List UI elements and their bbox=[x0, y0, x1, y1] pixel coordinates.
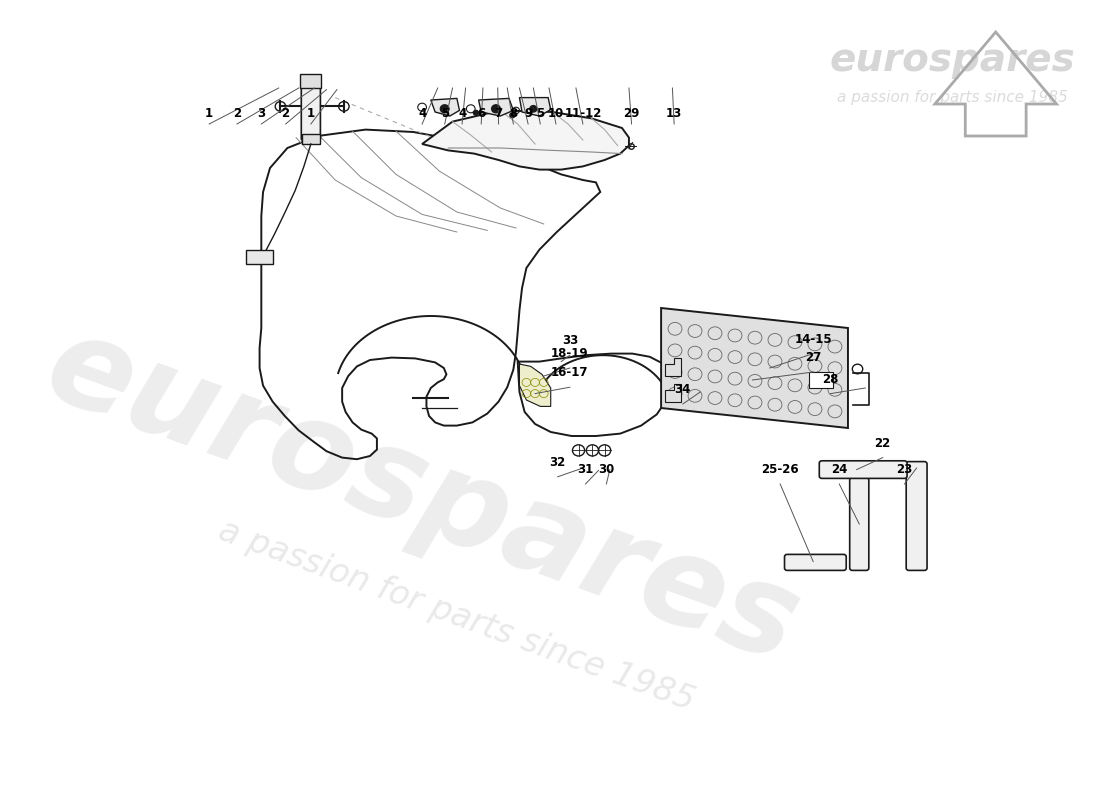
Polygon shape bbox=[431, 98, 460, 116]
Text: 34: 34 bbox=[674, 383, 691, 396]
Text: 27: 27 bbox=[805, 351, 822, 364]
Text: 2: 2 bbox=[282, 107, 289, 120]
Text: 22: 22 bbox=[874, 437, 891, 450]
Text: 14-15: 14-15 bbox=[794, 333, 832, 346]
Text: 5: 5 bbox=[441, 107, 449, 120]
Text: 7: 7 bbox=[495, 107, 503, 120]
Polygon shape bbox=[666, 384, 681, 402]
Text: 6: 6 bbox=[477, 107, 485, 120]
Text: 31: 31 bbox=[578, 463, 594, 476]
Text: 18-19: 18-19 bbox=[551, 347, 588, 360]
Text: eurospares: eurospares bbox=[829, 41, 1075, 79]
Text: 9: 9 bbox=[524, 107, 532, 120]
Polygon shape bbox=[661, 308, 848, 428]
Polygon shape bbox=[478, 98, 514, 116]
Text: 11-12: 11-12 bbox=[564, 107, 602, 120]
Circle shape bbox=[530, 106, 537, 112]
Text: 29: 29 bbox=[624, 107, 640, 120]
Text: 10: 10 bbox=[548, 107, 564, 120]
Polygon shape bbox=[422, 110, 629, 170]
Circle shape bbox=[440, 105, 449, 113]
Polygon shape bbox=[666, 358, 681, 376]
Polygon shape bbox=[519, 364, 551, 406]
Text: 16-17: 16-17 bbox=[551, 366, 588, 379]
FancyBboxPatch shape bbox=[849, 478, 869, 570]
Text: 5: 5 bbox=[536, 107, 544, 120]
Text: eurospares: eurospares bbox=[30, 304, 814, 688]
FancyBboxPatch shape bbox=[245, 250, 274, 264]
Text: 24: 24 bbox=[832, 463, 847, 476]
Text: 13: 13 bbox=[666, 107, 682, 120]
Text: 33: 33 bbox=[562, 334, 578, 347]
Text: 1: 1 bbox=[205, 107, 213, 120]
Text: 32: 32 bbox=[550, 456, 565, 469]
FancyBboxPatch shape bbox=[300, 74, 321, 88]
Text: a passion for parts since 1985: a passion for parts since 1985 bbox=[214, 514, 700, 718]
Text: 25-26: 25-26 bbox=[761, 463, 799, 476]
Text: 23: 23 bbox=[896, 463, 913, 476]
FancyBboxPatch shape bbox=[906, 462, 927, 570]
Text: a passion for parts since 1985: a passion for parts since 1985 bbox=[837, 90, 1068, 105]
Text: 8: 8 bbox=[509, 107, 517, 120]
Text: 4: 4 bbox=[458, 107, 466, 120]
FancyBboxPatch shape bbox=[302, 134, 319, 144]
FancyBboxPatch shape bbox=[808, 372, 833, 388]
Circle shape bbox=[510, 113, 515, 118]
FancyBboxPatch shape bbox=[784, 554, 846, 570]
Text: 28: 28 bbox=[823, 373, 839, 386]
Text: 3: 3 bbox=[257, 107, 265, 120]
Circle shape bbox=[492, 105, 500, 113]
Text: 1: 1 bbox=[307, 107, 315, 120]
Text: 30: 30 bbox=[598, 463, 615, 476]
Circle shape bbox=[473, 110, 478, 115]
Polygon shape bbox=[519, 98, 551, 116]
Text: 4: 4 bbox=[418, 107, 426, 120]
FancyBboxPatch shape bbox=[301, 84, 320, 141]
Text: 2: 2 bbox=[233, 107, 241, 120]
FancyBboxPatch shape bbox=[820, 461, 908, 478]
